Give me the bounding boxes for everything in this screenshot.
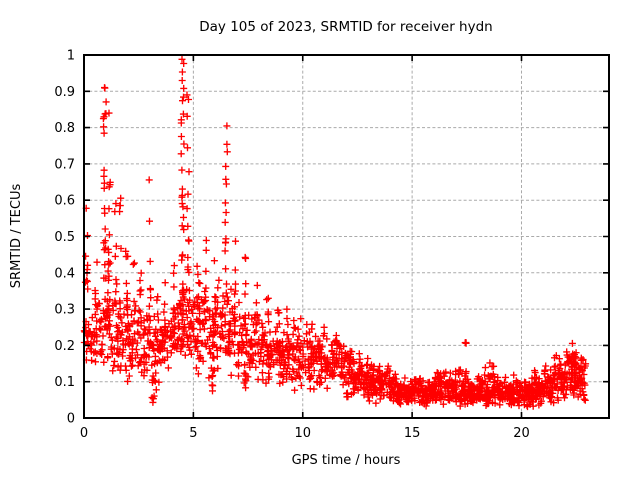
y-tick-label: 0.8 [54, 121, 75, 136]
x-tick-label: 5 [189, 426, 197, 441]
x-axis-label: GPS time / hours [292, 453, 401, 468]
y-tick-label: 0 [67, 412, 75, 427]
x-tick-label: 10 [294, 426, 311, 441]
chart-title: Day 105 of 2023, SRMTID for receiver hyd… [199, 19, 492, 35]
x-tick-label: 0 [80, 426, 88, 441]
y-tick-label: 0.9 [54, 85, 75, 100]
data-points [80, 55, 590, 411]
tick-labels: 0 5 10 15 20 0 0.1 0.2 0.3 0.4 0.5 0.6 0.7 0.8 0.9 1 [54, 49, 529, 442]
y-tick-label: 0.2 [54, 339, 75, 354]
y-tick-label: 0.4 [54, 266, 75, 281]
x-tick-label: 20 [513, 426, 530, 441]
y-tick-label: 0.5 [54, 230, 75, 245]
y-tick-label: 0.3 [54, 303, 75, 318]
y-tick-label: 0.1 [54, 375, 75, 390]
y-tick-label: 1 [67, 49, 75, 64]
tick-marks [83, 54, 609, 419]
grid-lines [84, 55, 609, 418]
y-tick-label: 0.7 [54, 157, 75, 172]
x-tick-label: 15 [404, 426, 421, 441]
y-axis-label: SRMTID / TECUs [9, 184, 24, 289]
y-tick-label: 0.6 [54, 194, 75, 209]
